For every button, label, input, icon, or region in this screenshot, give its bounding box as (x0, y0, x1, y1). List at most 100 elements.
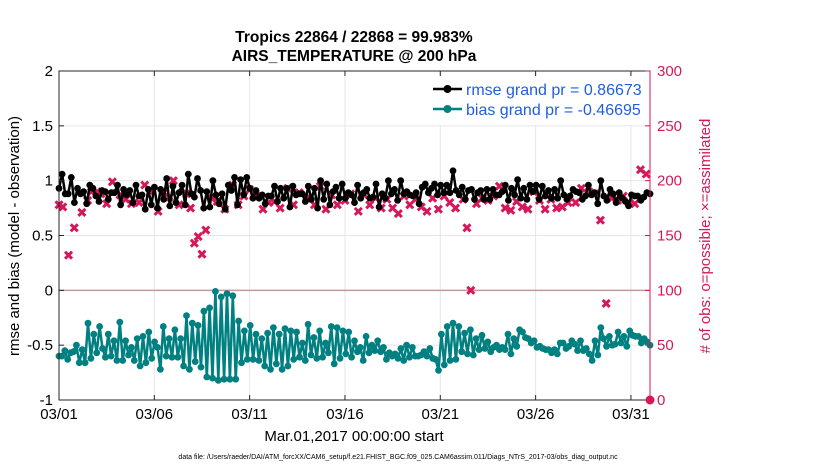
rmse-point (489, 186, 497, 193)
rmse-point (74, 184, 81, 192)
bias-point (519, 328, 526, 336)
bias-point (504, 330, 512, 338)
rmse-point (237, 176, 245, 184)
rmse-point (483, 186, 491, 193)
bias-point (241, 327, 248, 335)
legend-rmse-label: rmse grand pr = 0.86673 (466, 82, 642, 99)
bias-point (383, 356, 390, 363)
obs-point (393, 209, 403, 219)
obs-point (77, 207, 87, 218)
data-series (55, 167, 654, 384)
y2-tick-label: 100 (657, 282, 682, 299)
bias-point (99, 345, 106, 352)
bias-point (553, 350, 561, 358)
rmse-point (397, 177, 405, 185)
bias-point (148, 354, 156, 362)
chart-subtitle: AIRS_TEMPERATURE @ 200 hPa (232, 48, 477, 65)
bias-point (107, 352, 115, 360)
bias-point (177, 335, 185, 342)
rmse-point (394, 197, 401, 204)
rmse-point (67, 174, 75, 181)
rmse-point (249, 194, 257, 202)
rmse-point (228, 187, 235, 194)
rmse-point (591, 189, 598, 197)
rmse-point (461, 195, 469, 203)
rmse-point (157, 186, 165, 193)
bias-point (61, 347, 69, 354)
rmse-point (58, 170, 66, 178)
bias-point (238, 359, 245, 367)
rmse-point (320, 195, 328, 203)
bias-point (339, 327, 347, 335)
bias-point (226, 375, 234, 383)
bias-point (374, 337, 382, 345)
obs-point (193, 232, 203, 242)
rmse-point (104, 195, 112, 203)
bias-point (571, 340, 579, 348)
rmse-point (101, 188, 109, 196)
bias-point (594, 351, 602, 359)
rmse-point (169, 182, 177, 190)
rmse-point (541, 192, 549, 200)
rmse-point (532, 181, 540, 189)
bias-point (356, 344, 364, 351)
rmse-point (218, 190, 226, 198)
rmse-point (304, 182, 312, 190)
rmse-point (261, 200, 269, 208)
obs-point (571, 198, 581, 208)
obs-point (201, 225, 211, 235)
bias-point (304, 320, 312, 328)
obs-point (500, 203, 510, 213)
rmse-point (477, 187, 485, 194)
rmse-point (335, 194, 343, 202)
bias-point (299, 339, 306, 347)
obs-point (58, 202, 68, 212)
rmse-point (234, 201, 241, 209)
bias-point (443, 323, 451, 330)
bias-point (623, 342, 631, 350)
bias-point (510, 335, 518, 342)
rmse-point (141, 205, 149, 213)
rmse-point (298, 190, 306, 198)
bias-point (293, 328, 300, 336)
bias-point (600, 335, 607, 342)
bias-point (432, 356, 439, 363)
bias-point (620, 333, 628, 340)
bias-point (296, 353, 303, 361)
chart-title: Tropics 22864 / 22868 = 99.983% (235, 29, 473, 46)
y2-axis-label: # of obs: o=possible; ×=assimilated (697, 119, 714, 354)
rmse-point (363, 186, 371, 193)
rmse-point (582, 192, 589, 200)
obs-point (517, 202, 527, 212)
rmse-point (351, 199, 358, 207)
bias-point (316, 327, 324, 335)
bias-point (319, 353, 326, 361)
x-tick-label: 03/06 (136, 406, 174, 423)
obs-point (595, 215, 605, 225)
bias-point (365, 349, 373, 357)
rmse-point (323, 180, 331, 188)
y-tick-label: -0.5 (27, 337, 53, 354)
bias-point (481, 345, 489, 352)
bias-point (577, 337, 584, 345)
rmse-point (529, 188, 537, 196)
bias-point (249, 356, 257, 363)
rmse-point (603, 197, 611, 204)
bias-point (203, 373, 211, 381)
bias-point (206, 304, 214, 312)
bias-point (214, 376, 222, 384)
bias-point (565, 342, 573, 350)
bias-point (159, 323, 167, 330)
data-file-footnote: data file: /Users/raeder/DAI/ATM_forcXX/… (178, 454, 618, 461)
rmse-point (357, 194, 365, 202)
obs-point (332, 200, 342, 210)
bias-point (614, 328, 622, 336)
obs-point (134, 198, 144, 208)
rmse-point (138, 191, 146, 199)
rmse-point (538, 182, 546, 190)
bias-point (336, 354, 344, 362)
bias-point (438, 330, 445, 338)
y-tick-label: -1 (40, 392, 53, 409)
rmse-point (314, 204, 321, 212)
rmse-point (449, 167, 457, 175)
